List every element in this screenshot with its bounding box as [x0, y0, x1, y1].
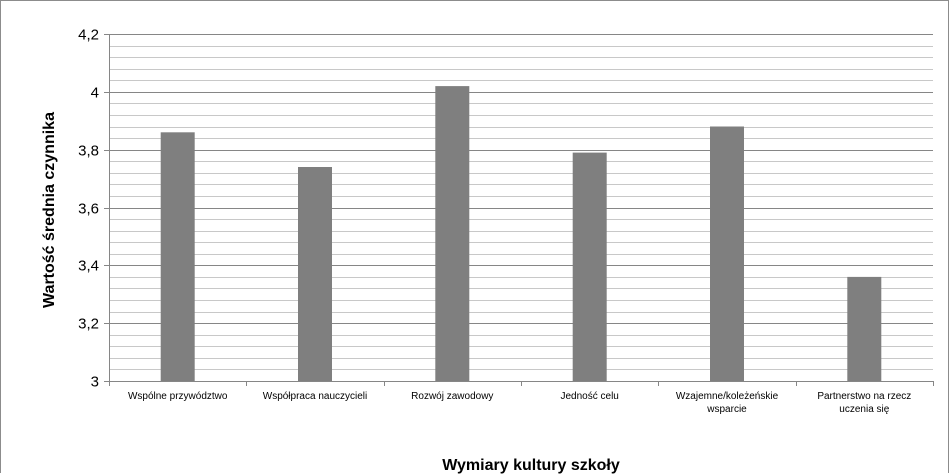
x-tick-label: Partnerstwo na rzecz uczenia się — [817, 391, 911, 415]
y-tick-label: 4,2 — [78, 27, 99, 44]
y-tick-label: 3,2 — [78, 316, 99, 333]
x-tick-label-line: Rozwój zawodowy — [411, 391, 493, 402]
x-tick-label-line: wsparcie — [706, 404, 747, 415]
tick-labels: 3 3,2 3,4 3,6 3,8 4 4,2 Wspólne przywództwo Wspó… — [78, 27, 911, 416]
y-tick-label: 4 — [91, 85, 99, 102]
bar — [435, 86, 470, 381]
bar — [710, 126, 744, 381]
y-tick-label: 3,4 — [78, 258, 99, 275]
bar — [847, 276, 882, 381]
x-tick-label-line: Wzajemne/koleżeńskie — [676, 391, 779, 402]
x-tick-label: Wspólne przywództwo — [128, 391, 228, 402]
x-tick-label-line: Partnerstwo na rzecz — [817, 391, 911, 402]
y-tick-label: 3,8 — [78, 143, 99, 160]
x-tick-label: Wzajemne/koleżeńskie wsparcie — [676, 391, 779, 415]
x-tick-label-line: uczenia się — [839, 404, 889, 415]
y-tick-label: 3 — [91, 374, 99, 391]
x-tick-label-line: Współpraca nauczycieli — [263, 391, 368, 402]
x-tick-label: Rozwój zawodowy — [411, 391, 493, 402]
x-tick-label: Współpraca nauczycieli — [263, 391, 368, 402]
y-tick-label: 3,6 — [78, 201, 99, 218]
y-axis-title: Wartość średnia czynnika — [41, 112, 58, 308]
bar — [160, 132, 195, 381]
x-tick-label-line: Jedność celu — [561, 391, 619, 402]
bar — [298, 167, 332, 381]
x-axis-title: Wymiary kultury szkoły — [442, 457, 620, 474]
x-tick-label: Jedność celu — [561, 391, 619, 402]
axes — [104, 34, 934, 386]
bars — [160, 86, 882, 381]
grid — [104, 34, 933, 370]
bar — [572, 152, 607, 381]
x-tick-label-line: Wspólne przywództwo — [128, 391, 228, 402]
